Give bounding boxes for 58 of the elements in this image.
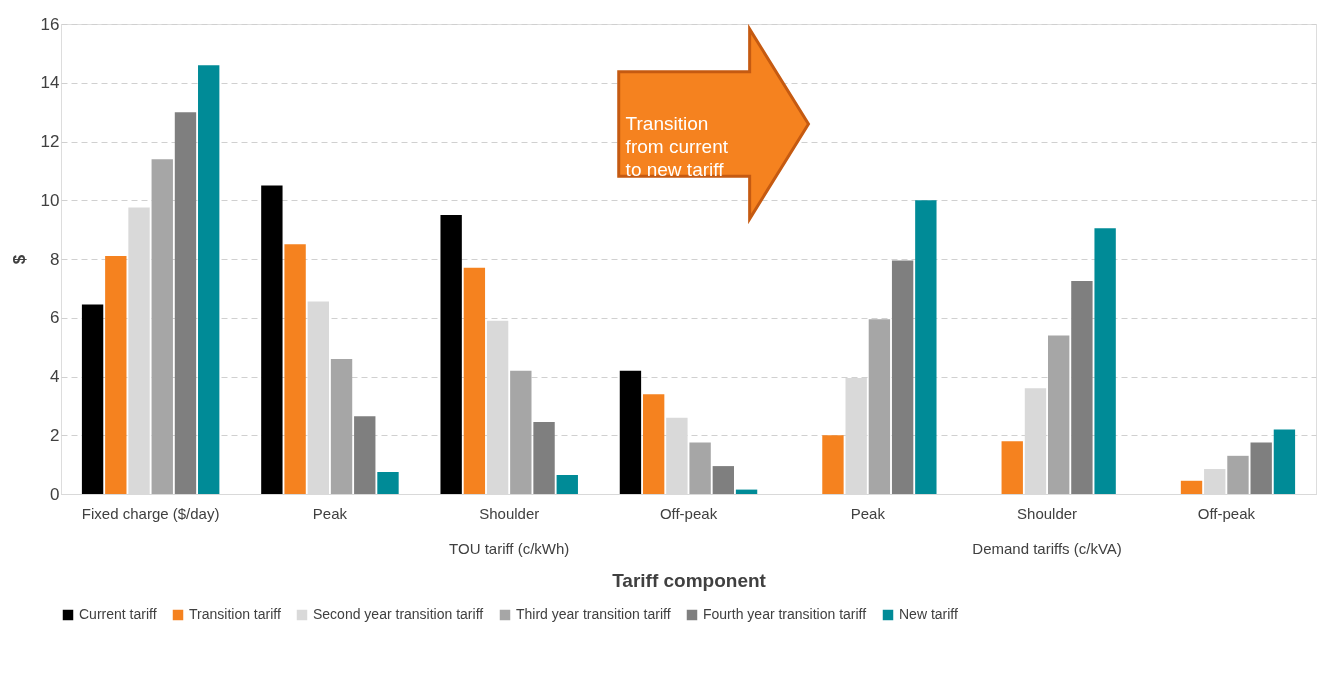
y-tick-label: 16: [40, 14, 60, 34]
x-tick-label: Off-peak: [659, 504, 718, 522]
x-tick-label: Peak: [312, 504, 348, 522]
legend-label: Fourth year transition tariff: [703, 606, 867, 622]
bar: [174, 112, 197, 494]
y-tick-label: 4: [50, 367, 60, 386]
bar: [440, 214, 462, 494]
y-tick-label: 14: [40, 73, 60, 93]
bar: [105, 256, 127, 494]
bar: [510, 370, 532, 494]
bar: [151, 159, 173, 494]
bar: [330, 358, 353, 494]
legend-label: New tariff: [899, 606, 958, 622]
y-tick-label: 12: [40, 132, 60, 151]
x-tick-label: Peak: [850, 504, 886, 522]
bar: [1048, 335, 1070, 494]
bar: [1094, 228, 1116, 494]
legend-label: Third year transition tariff: [516, 606, 671, 622]
x-tick-label: Shoulder: [479, 504, 540, 522]
bar: [533, 422, 555, 494]
bar: [1180, 480, 1203, 494]
bar: [891, 260, 914, 494]
legend-label: Current tariff: [79, 606, 157, 622]
bar: [642, 394, 665, 494]
x-tick-label: Fixed charge ($/day): [81, 504, 220, 522]
bar: [556, 474, 578, 494]
bar: [198, 65, 220, 494]
bar: [915, 200, 937, 494]
bar: [689, 442, 711, 494]
bar: [868, 319, 891, 494]
bar: [619, 370, 642, 494]
bar: [1250, 442, 1272, 494]
x-axis-title: Tariff component: [612, 569, 767, 591]
annotation: Transition from current to new tariff: [625, 113, 729, 180]
bar: [712, 466, 735, 494]
y-axis-title: $: [9, 254, 29, 265]
y-tick-label: 0: [50, 484, 60, 504]
bar: [261, 185, 283, 494]
bar: [463, 267, 486, 494]
bar: [1273, 429, 1296, 494]
text: TOU tariff (c/kWh): [449, 540, 570, 557]
y-tick-label: 10: [40, 190, 60, 210]
bar: [81, 304, 104, 494]
legend-label: Second year transition tariff: [313, 606, 484, 622]
bar: [822, 435, 844, 494]
bar: [1071, 281, 1093, 494]
legend-label: Transition tariff: [189, 606, 281, 622]
x-tick-label: Shoulder: [1017, 504, 1078, 522]
y-tick-label: 6: [50, 308, 60, 328]
bar: [354, 416, 376, 494]
y-tick-label: 8: [50, 249, 60, 269]
text: Demand tariffs (c/kVA): [972, 540, 1122, 557]
bar: [377, 471, 399, 494]
bar: [1227, 455, 1249, 494]
bar: [284, 244, 306, 494]
y-tick-label: 2: [50, 425, 60, 445]
bar: [1001, 441, 1023, 494]
x-tick-label: Off-peak: [1197, 504, 1256, 522]
